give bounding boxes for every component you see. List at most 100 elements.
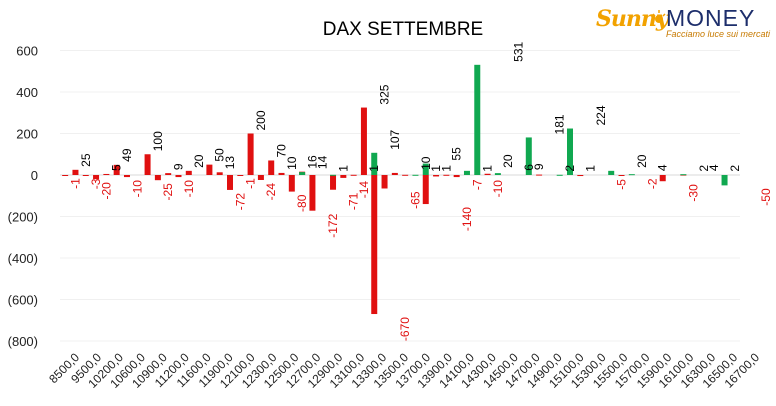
bar-red bbox=[154, 175, 161, 181]
data-label: -140 bbox=[460, 207, 474, 231]
data-label: 1 bbox=[336, 165, 350, 172]
data-label: -72 bbox=[233, 193, 247, 211]
data-label: 14 bbox=[316, 155, 330, 169]
y-tick-label: (800) bbox=[8, 334, 38, 349]
bar-red bbox=[659, 175, 666, 182]
bar-red bbox=[536, 174, 543, 176]
data-label: -30 bbox=[687, 184, 701, 202]
y-tick-label: 400 bbox=[16, 85, 38, 100]
data-label: 25 bbox=[79, 153, 93, 167]
bar-red bbox=[422, 175, 429, 205]
y-tick-label: 600 bbox=[16, 44, 38, 59]
sunny-money-logo: Sunny MONEY Facciamo luce sui mercati bbox=[596, 4, 772, 42]
bar-red bbox=[330, 175, 337, 190]
data-label: -7 bbox=[470, 179, 484, 190]
data-label: 1 bbox=[584, 165, 598, 172]
data-label: 9 bbox=[532, 163, 546, 170]
bar-red bbox=[103, 173, 110, 175]
bar-red bbox=[216, 172, 223, 175]
y-tick-label: (400) bbox=[8, 251, 38, 266]
data-label: 10 bbox=[419, 156, 433, 170]
bar-red bbox=[618, 175, 625, 176]
data-label: -20 bbox=[99, 182, 113, 200]
bar-red bbox=[484, 173, 491, 175]
bar-green bbox=[556, 174, 563, 176]
bar-red bbox=[577, 175, 584, 177]
data-label: 181 bbox=[553, 114, 567, 134]
data-label: 224 bbox=[594, 105, 608, 125]
bar-green bbox=[567, 128, 573, 175]
data-label: 13 bbox=[223, 156, 237, 170]
logo-tagline: Facciamo luce sui mercati bbox=[666, 29, 771, 39]
data-label: -50 bbox=[759, 188, 773, 206]
data-label: -71 bbox=[347, 192, 361, 210]
data-label: 2 bbox=[697, 165, 711, 172]
data-label: 531 bbox=[511, 41, 525, 61]
bar-red bbox=[206, 164, 213, 175]
data-label: 100 bbox=[151, 131, 165, 151]
bar-red bbox=[402, 174, 409, 176]
bar-red bbox=[72, 169, 79, 175]
bar-red bbox=[93, 175, 100, 180]
bar-red bbox=[62, 175, 69, 176]
data-label: -10 bbox=[130, 180, 144, 198]
bar-red bbox=[185, 170, 192, 175]
data-label: -10 bbox=[182, 180, 196, 198]
bar-red bbox=[350, 174, 357, 176]
data-label: 6 bbox=[522, 164, 536, 171]
bar-red bbox=[381, 175, 388, 189]
bar-red bbox=[227, 175, 233, 190]
data-label: -10 bbox=[491, 180, 505, 198]
bar-red bbox=[165, 173, 172, 175]
bar-green bbox=[628, 174, 635, 176]
data-label: 16 bbox=[305, 155, 319, 169]
bar-red bbox=[288, 175, 295, 192]
data-label: 10 bbox=[285, 156, 299, 170]
data-label: 2 bbox=[728, 165, 742, 172]
bar-red bbox=[391, 172, 398, 175]
bar-red bbox=[360, 107, 367, 175]
bar-green bbox=[371, 152, 378, 175]
data-label: 49 bbox=[120, 148, 134, 162]
bar-green bbox=[463, 170, 470, 175]
data-label: 4 bbox=[707, 164, 721, 171]
data-label: 20 bbox=[192, 154, 206, 168]
data-label: 20 bbox=[501, 154, 515, 168]
y-tick-label: (200) bbox=[8, 210, 38, 225]
bar-green bbox=[330, 174, 337, 176]
bar-red bbox=[433, 175, 440, 177]
bar-red bbox=[123, 175, 130, 178]
y-axis-ticks: 600 400 200 0 (200) (400) (600) (800) bbox=[8, 44, 38, 350]
bar-red bbox=[257, 175, 264, 180]
sun-icon bbox=[652, 10, 666, 23]
data-label: 9 bbox=[171, 163, 185, 170]
data-label: 1 bbox=[367, 165, 381, 172]
bar-red bbox=[309, 175, 316, 211]
data-label: -670 bbox=[398, 317, 412, 341]
bar-red bbox=[247, 133, 254, 175]
data-label: -2 bbox=[645, 178, 659, 189]
bar-red bbox=[278, 172, 285, 175]
grid-lines bbox=[60, 50, 740, 342]
data-label: 107 bbox=[388, 129, 402, 149]
x-axis-ticks: 8500,09500,010200,010600,010900,011200,0… bbox=[46, 350, 762, 391]
bar-green bbox=[608, 170, 615, 175]
bar-red bbox=[371, 175, 378, 315]
data-label: 200 bbox=[254, 110, 268, 130]
bar-red bbox=[82, 175, 89, 176]
data-label: -24 bbox=[264, 183, 278, 201]
data-label: 55 bbox=[450, 147, 464, 161]
data-label: -25 bbox=[161, 183, 175, 201]
logo-money-text: MONEY bbox=[666, 5, 756, 31]
data-label: 1 bbox=[439, 165, 453, 172]
bar-green bbox=[680, 174, 687, 176]
bar-red bbox=[443, 174, 450, 176]
data-label: 5 bbox=[110, 164, 124, 171]
bar-green bbox=[721, 175, 728, 186]
bar-red bbox=[340, 175, 347, 178]
data-label: 4 bbox=[656, 164, 670, 171]
data-label: 1 bbox=[481, 165, 495, 172]
data-label: -80 bbox=[295, 194, 309, 212]
data-label: 50 bbox=[213, 148, 227, 162]
